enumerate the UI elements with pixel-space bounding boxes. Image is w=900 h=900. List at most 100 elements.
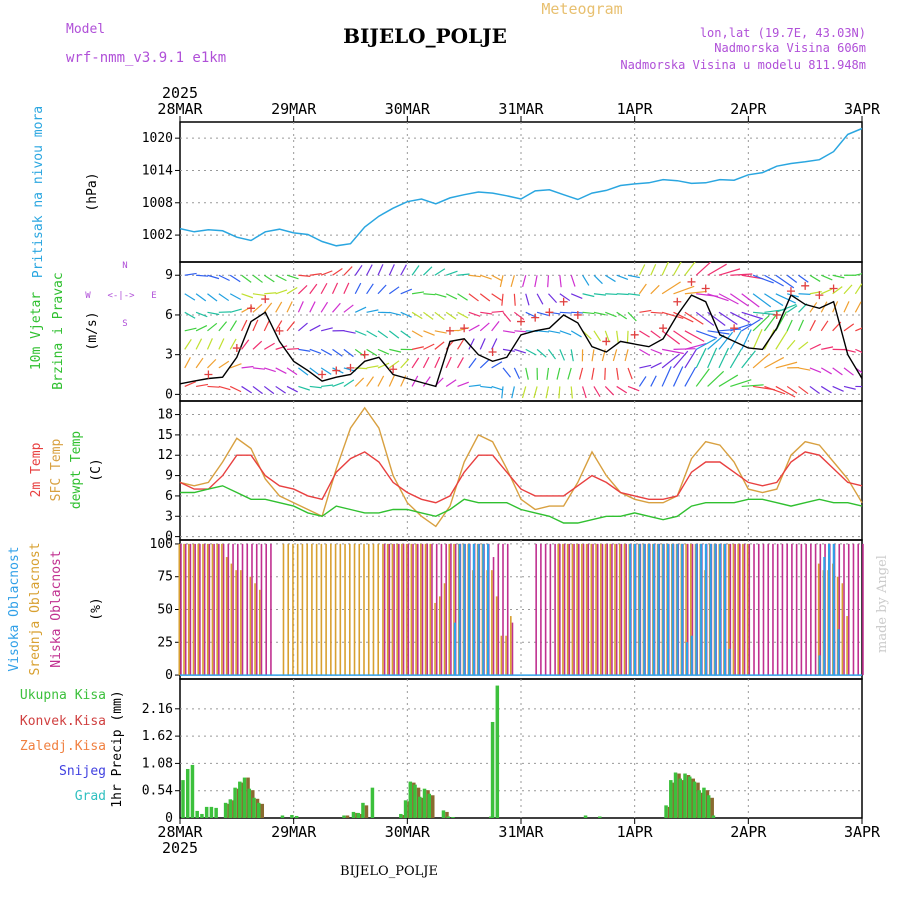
wind-arrow (400, 264, 407, 276)
ytick-label: 50 (157, 603, 173, 618)
wind-arrow (434, 341, 445, 350)
wind-arrow (184, 339, 192, 350)
wind-arrow (843, 385, 856, 390)
gust-marker (232, 344, 241, 353)
wind-arrow (309, 283, 318, 295)
wind-arrow (854, 301, 862, 313)
wind-arrow (741, 384, 764, 388)
wind-arrow (297, 301, 304, 313)
gust-marker (389, 365, 398, 374)
wind-arrow (422, 376, 431, 387)
gust-marker (801, 281, 810, 290)
wind-arrow (764, 356, 785, 369)
wind-arrow (184, 381, 197, 387)
wind-arrow (752, 329, 763, 350)
wind-arrow (388, 375, 395, 387)
wind-arrow (616, 330, 619, 343)
xtick-label-bottom: 2APR (730, 823, 767, 841)
precip-bar-convective (364, 805, 369, 818)
wind-arrow (729, 348, 743, 369)
wind-arrow (593, 293, 606, 296)
wind-barbs (184, 262, 862, 399)
panels: 1002 1008 1014 1020 Pritisak na nivou mora (h… (7, 84, 881, 857)
wind-arrow (536, 311, 549, 316)
precip-bar-total (294, 815, 299, 818)
wind-arrow (536, 348, 547, 358)
wind-arrow (752, 293, 772, 308)
wind-arrow (196, 274, 209, 277)
precip-bar-total (356, 812, 360, 818)
wind-arrow (411, 265, 420, 276)
wind-arrow (578, 367, 584, 380)
wind-arrow (320, 327, 333, 332)
ytick-label: 1014 (142, 163, 173, 178)
wind-arrow (514, 311, 525, 321)
model-elevation-info: Nadmorska Visina u modelu 811.948m (620, 58, 866, 72)
lonlat-info: lon,lat (19.7E, 43.03N) (700, 26, 866, 40)
ylabel-precip: 1hr Precip (mm) (110, 690, 125, 807)
sfc-temp-line (179, 406, 863, 528)
wind-arrow (423, 266, 433, 276)
wind-arrow (241, 293, 254, 299)
wind-arrow (445, 379, 457, 387)
wind-arrow (639, 364, 652, 369)
wind-arrow (377, 348, 390, 355)
wind-arrow (263, 385, 275, 395)
precip-bar-total (370, 787, 375, 818)
wind-arrow (502, 311, 512, 322)
wind-arrow (741, 350, 756, 369)
ytick-label: 0 (165, 668, 173, 683)
wind-arrow (624, 349, 629, 362)
precip-bar-convective (431, 795, 435, 818)
gust-marker (275, 326, 284, 335)
ytick-label: 3 (165, 348, 173, 363)
wind-arrow (218, 360, 230, 369)
wind-arrow (673, 350, 689, 369)
wind-arrow (718, 311, 738, 325)
pressure-line (179, 127, 863, 247)
wind-arrow (218, 293, 230, 302)
wind-arrow (559, 293, 571, 302)
wind-arrow (468, 357, 477, 369)
wind-arrow (639, 348, 651, 356)
wind-arrow (252, 303, 263, 313)
gust-marker (346, 363, 355, 372)
panel-frame (179, 400, 863, 541)
precip-bar-total (598, 816, 602, 818)
wind-arrow (775, 293, 796, 304)
wind-arrow (741, 318, 761, 332)
wind-arrow (707, 370, 725, 387)
wind-arrow (763, 312, 778, 332)
wind-arrow (252, 340, 263, 350)
precip-bar-total (446, 816, 450, 818)
wind-arrow (468, 384, 481, 388)
wind-arrow (707, 347, 718, 369)
wind-arrow (241, 339, 250, 350)
precip-legend-item: Snijeg (59, 764, 106, 779)
wind-arrow (821, 346, 834, 350)
precip-bar-total (678, 778, 683, 818)
wind-arrow (241, 385, 252, 394)
wind-arrow (843, 367, 854, 376)
precip-bar-total (403, 800, 408, 818)
precip-bar-total (711, 815, 716, 818)
wind-arrow (525, 293, 530, 306)
wind-arrow (730, 293, 749, 307)
wind-arrow (331, 282, 339, 295)
ylabel-unit: (m/s) (85, 311, 100, 350)
wind-arrow (263, 274, 275, 283)
wind-arrow (320, 282, 328, 295)
wind-arrow (400, 358, 410, 369)
wind-arrow (422, 356, 430, 369)
wind-arrow (695, 368, 710, 387)
wind-arrow (457, 357, 464, 369)
wind-arrow (626, 330, 629, 343)
wind-arrow (843, 323, 855, 332)
wind-arrow (457, 273, 470, 276)
gust-marker (360, 350, 369, 359)
wind-arrow (501, 293, 504, 306)
wind-arrow (820, 320, 829, 332)
wind-arrow (547, 275, 550, 288)
wind-arrow (798, 274, 809, 283)
panel-temperature: 0 3 6 9 12 15 18 2m Temp SFC Temp dewpt Temp (C) (29, 400, 863, 545)
